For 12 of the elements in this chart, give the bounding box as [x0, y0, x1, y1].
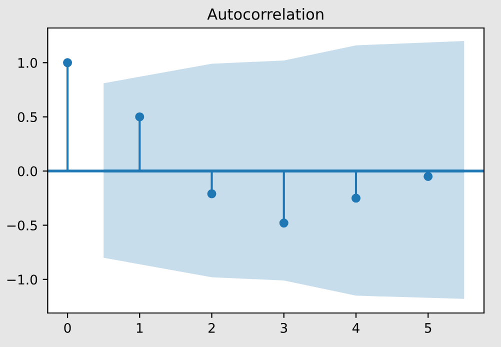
y-tick-label: 0.5	[18, 112, 37, 122]
x-tick-label: 0	[64, 322, 71, 333]
x-tick-label: 5	[424, 323, 432, 333]
x-tick-label: 4	[352, 323, 360, 333]
y-tick-label: 0.0	[18, 166, 38, 176]
x-tick-label: 1	[136, 323, 143, 333]
y-tick-label: −0.5	[7, 220, 37, 230]
y-tick-label: 1.0	[18, 58, 38, 68]
x-tick-label: 3	[280, 322, 288, 333]
chart-title: Autocorrelation	[207, 8, 324, 20]
x-tick-label: 2	[208, 322, 215, 333]
y-tick-label: −1.0	[7, 274, 38, 285]
